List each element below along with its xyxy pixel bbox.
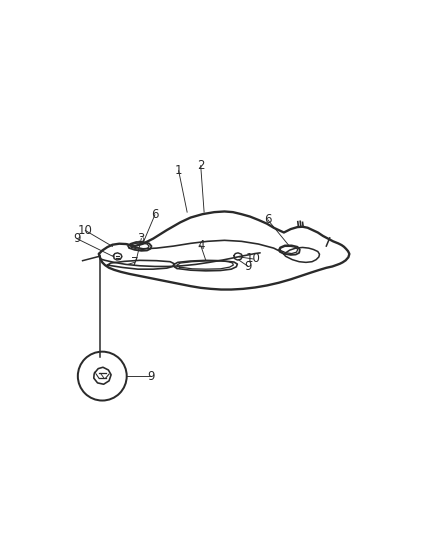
Text: 2: 2 xyxy=(197,159,205,172)
Text: 10: 10 xyxy=(78,224,93,237)
Text: 6: 6 xyxy=(264,213,272,227)
Text: 4: 4 xyxy=(197,239,205,252)
Text: 1: 1 xyxy=(175,164,182,177)
Text: 9: 9 xyxy=(73,232,81,245)
Text: 9: 9 xyxy=(244,260,252,273)
Text: 9: 9 xyxy=(148,369,155,383)
Text: 6: 6 xyxy=(151,208,159,221)
Text: 10: 10 xyxy=(246,253,261,265)
Text: 7: 7 xyxy=(131,256,138,269)
Text: 3: 3 xyxy=(138,232,145,245)
